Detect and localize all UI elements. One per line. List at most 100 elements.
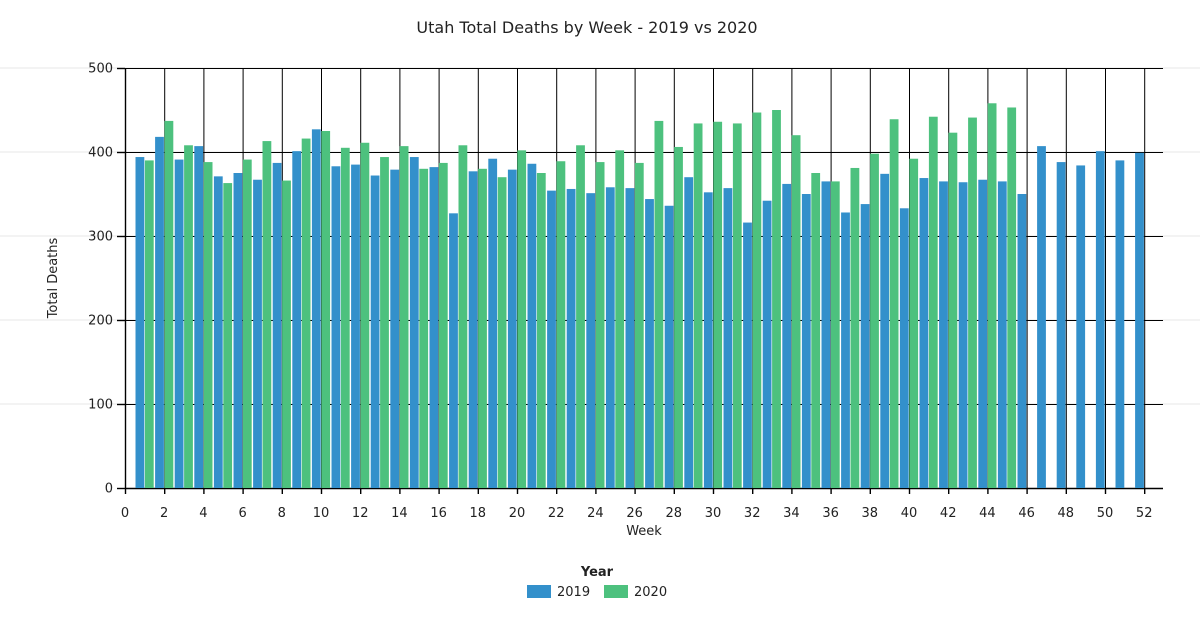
bar-2020-week-29 — [693, 123, 703, 488]
bar-2020-week-12 — [360, 142, 370, 488]
x-tick-label: 6 — [238, 506, 246, 521]
bar-2020-week-10 — [321, 131, 331, 488]
x-tick-label: 26 — [626, 506, 643, 521]
bar-2020-week-13 — [380, 157, 389, 489]
bar-2019-week-36 — [821, 181, 831, 488]
bar-2019-week-11 — [331, 166, 341, 488]
y-tick-label: 500 — [88, 62, 113, 77]
bar-2019-week-2 — [155, 136, 164, 488]
x-tick-label: 46 — [1018, 506, 1035, 521]
bar-2019-week-38 — [860, 204, 870, 488]
x-tick-label: 12 — [352, 506, 369, 521]
bar-2019-week-3 — [174, 159, 184, 488]
bar-2020-week-3 — [184, 145, 193, 488]
bar-2020-week-37 — [850, 167, 860, 488]
x-tick-label: 52 — [1136, 506, 1153, 521]
bar-2019-week-12 — [351, 164, 360, 488]
bar-2020-week-41 — [928, 116, 938, 488]
bar-2019-week-4 — [194, 146, 204, 488]
bar-2019-week-26 — [625, 188, 635, 488]
bar-2020-week-44 — [987, 103, 997, 488]
bar-2019-week-19 — [488, 158, 498, 488]
bar-2020-week-6 — [242, 159, 252, 488]
bar-2019-week-51 — [1115, 160, 1125, 488]
bar-2020-week-17 — [458, 145, 468, 488]
x-tick-label: 44 — [979, 506, 996, 521]
bar-2020-week-14 — [399, 146, 409, 488]
x-tick-label: 34 — [783, 506, 800, 521]
bar-2020-week-25 — [615, 150, 625, 488]
bar-2020-week-45 — [1007, 107, 1017, 488]
bar-2019-week-6 — [233, 173, 243, 488]
bar-2020-week-4 — [203, 162, 213, 488]
bar-2020-week-20 — [517, 150, 527, 488]
x-tick-label: 10 — [313, 506, 330, 521]
x-tick-label: 30 — [705, 506, 722, 521]
x-axis-title: Week — [626, 524, 662, 539]
legend-swatch-2019 — [527, 585, 551, 598]
bar-2019-week-50 — [1095, 151, 1105, 488]
bar-2019-week-46 — [1017, 194, 1027, 488]
x-tick-label: 42 — [940, 506, 957, 521]
bar-2019-week-13 — [370, 175, 380, 488]
bar-2019-week-10 — [311, 129, 321, 488]
x-tick-label: 38 — [862, 506, 879, 521]
x-tick-label: 20 — [509, 506, 526, 521]
x-tick-label: 14 — [391, 506, 408, 521]
chart-title: Utah Total Deaths by Week - 2019 vs 2020 — [416, 18, 757, 37]
x-tick-label: 36 — [822, 506, 839, 521]
x-tick-label: 24 — [587, 506, 604, 521]
x-tick-label: 50 — [1097, 506, 1114, 521]
y-tick-label: 0 — [105, 482, 113, 497]
bar-2019-week-33 — [762, 200, 772, 488]
bar-2019-week-30 — [703, 192, 713, 488]
bar-2020-week-40 — [909, 158, 919, 488]
bar-2020-week-35 — [811, 173, 821, 488]
bar-2019-week-21 — [527, 163, 537, 488]
legend-label-2020: 2020 — [634, 585, 667, 600]
legend-swatch-2020 — [604, 585, 628, 598]
bar-2019-week-7 — [253, 179, 262, 488]
bar-2020-week-9 — [301, 138, 311, 488]
bar-2019-week-28 — [664, 205, 674, 488]
bar-2020-week-34 — [791, 135, 801, 488]
bar-2019-week-35 — [801, 194, 811, 488]
bar-2020-week-7 — [262, 141, 272, 488]
bar-2020-week-26 — [634, 162, 644, 489]
y-tick-label: 200 — [88, 314, 113, 329]
bar-2020-week-31 — [732, 123, 742, 488]
bar-2019-week-31 — [723, 188, 733, 488]
bar-2019-week-25 — [605, 187, 615, 488]
y-tick-label: 400 — [88, 146, 113, 161]
bar-2020-week-5 — [223, 183, 233, 488]
bar-2020-week-42 — [948, 132, 958, 488]
bar-2019-week-43 — [958, 182, 968, 489]
y-axis-title: Total Deaths — [46, 237, 61, 319]
bar-2020-week-11 — [340, 147, 350, 489]
bar-2020-week-2 — [164, 120, 174, 489]
x-tick-label: 32 — [744, 506, 761, 521]
bar-2020-week-16 — [438, 162, 448, 489]
bar-2019-week-40 — [899, 208, 909, 488]
bar-2019-week-39 — [880, 173, 890, 488]
bar-2019-week-1 — [135, 157, 145, 489]
bar-2020-week-1 — [144, 160, 154, 488]
bar-2019-week-23 — [566, 188, 576, 488]
bar-2019-week-5 — [213, 176, 223, 489]
x-tick-label: 4 — [199, 506, 207, 521]
bar-2020-week-8 — [282, 180, 291, 488]
bar-2019-week-49 — [1076, 165, 1086, 488]
x-tick-label: 40 — [901, 506, 918, 521]
bar-2019-week-45 — [997, 181, 1007, 488]
bar-2020-week-18 — [478, 168, 487, 489]
bar-2020-week-36 — [830, 181, 840, 488]
x-tick-label: 0 — [121, 506, 129, 521]
bar-2019-week-32 — [743, 222, 752, 488]
bar-2020-week-39 — [889, 119, 899, 489]
bar-2019-week-48 — [1056, 162, 1066, 488]
bar-2020-week-27 — [654, 120, 664, 489]
bar-2020-week-32 — [752, 112, 762, 489]
bar-2019-week-42 — [939, 181, 948, 488]
